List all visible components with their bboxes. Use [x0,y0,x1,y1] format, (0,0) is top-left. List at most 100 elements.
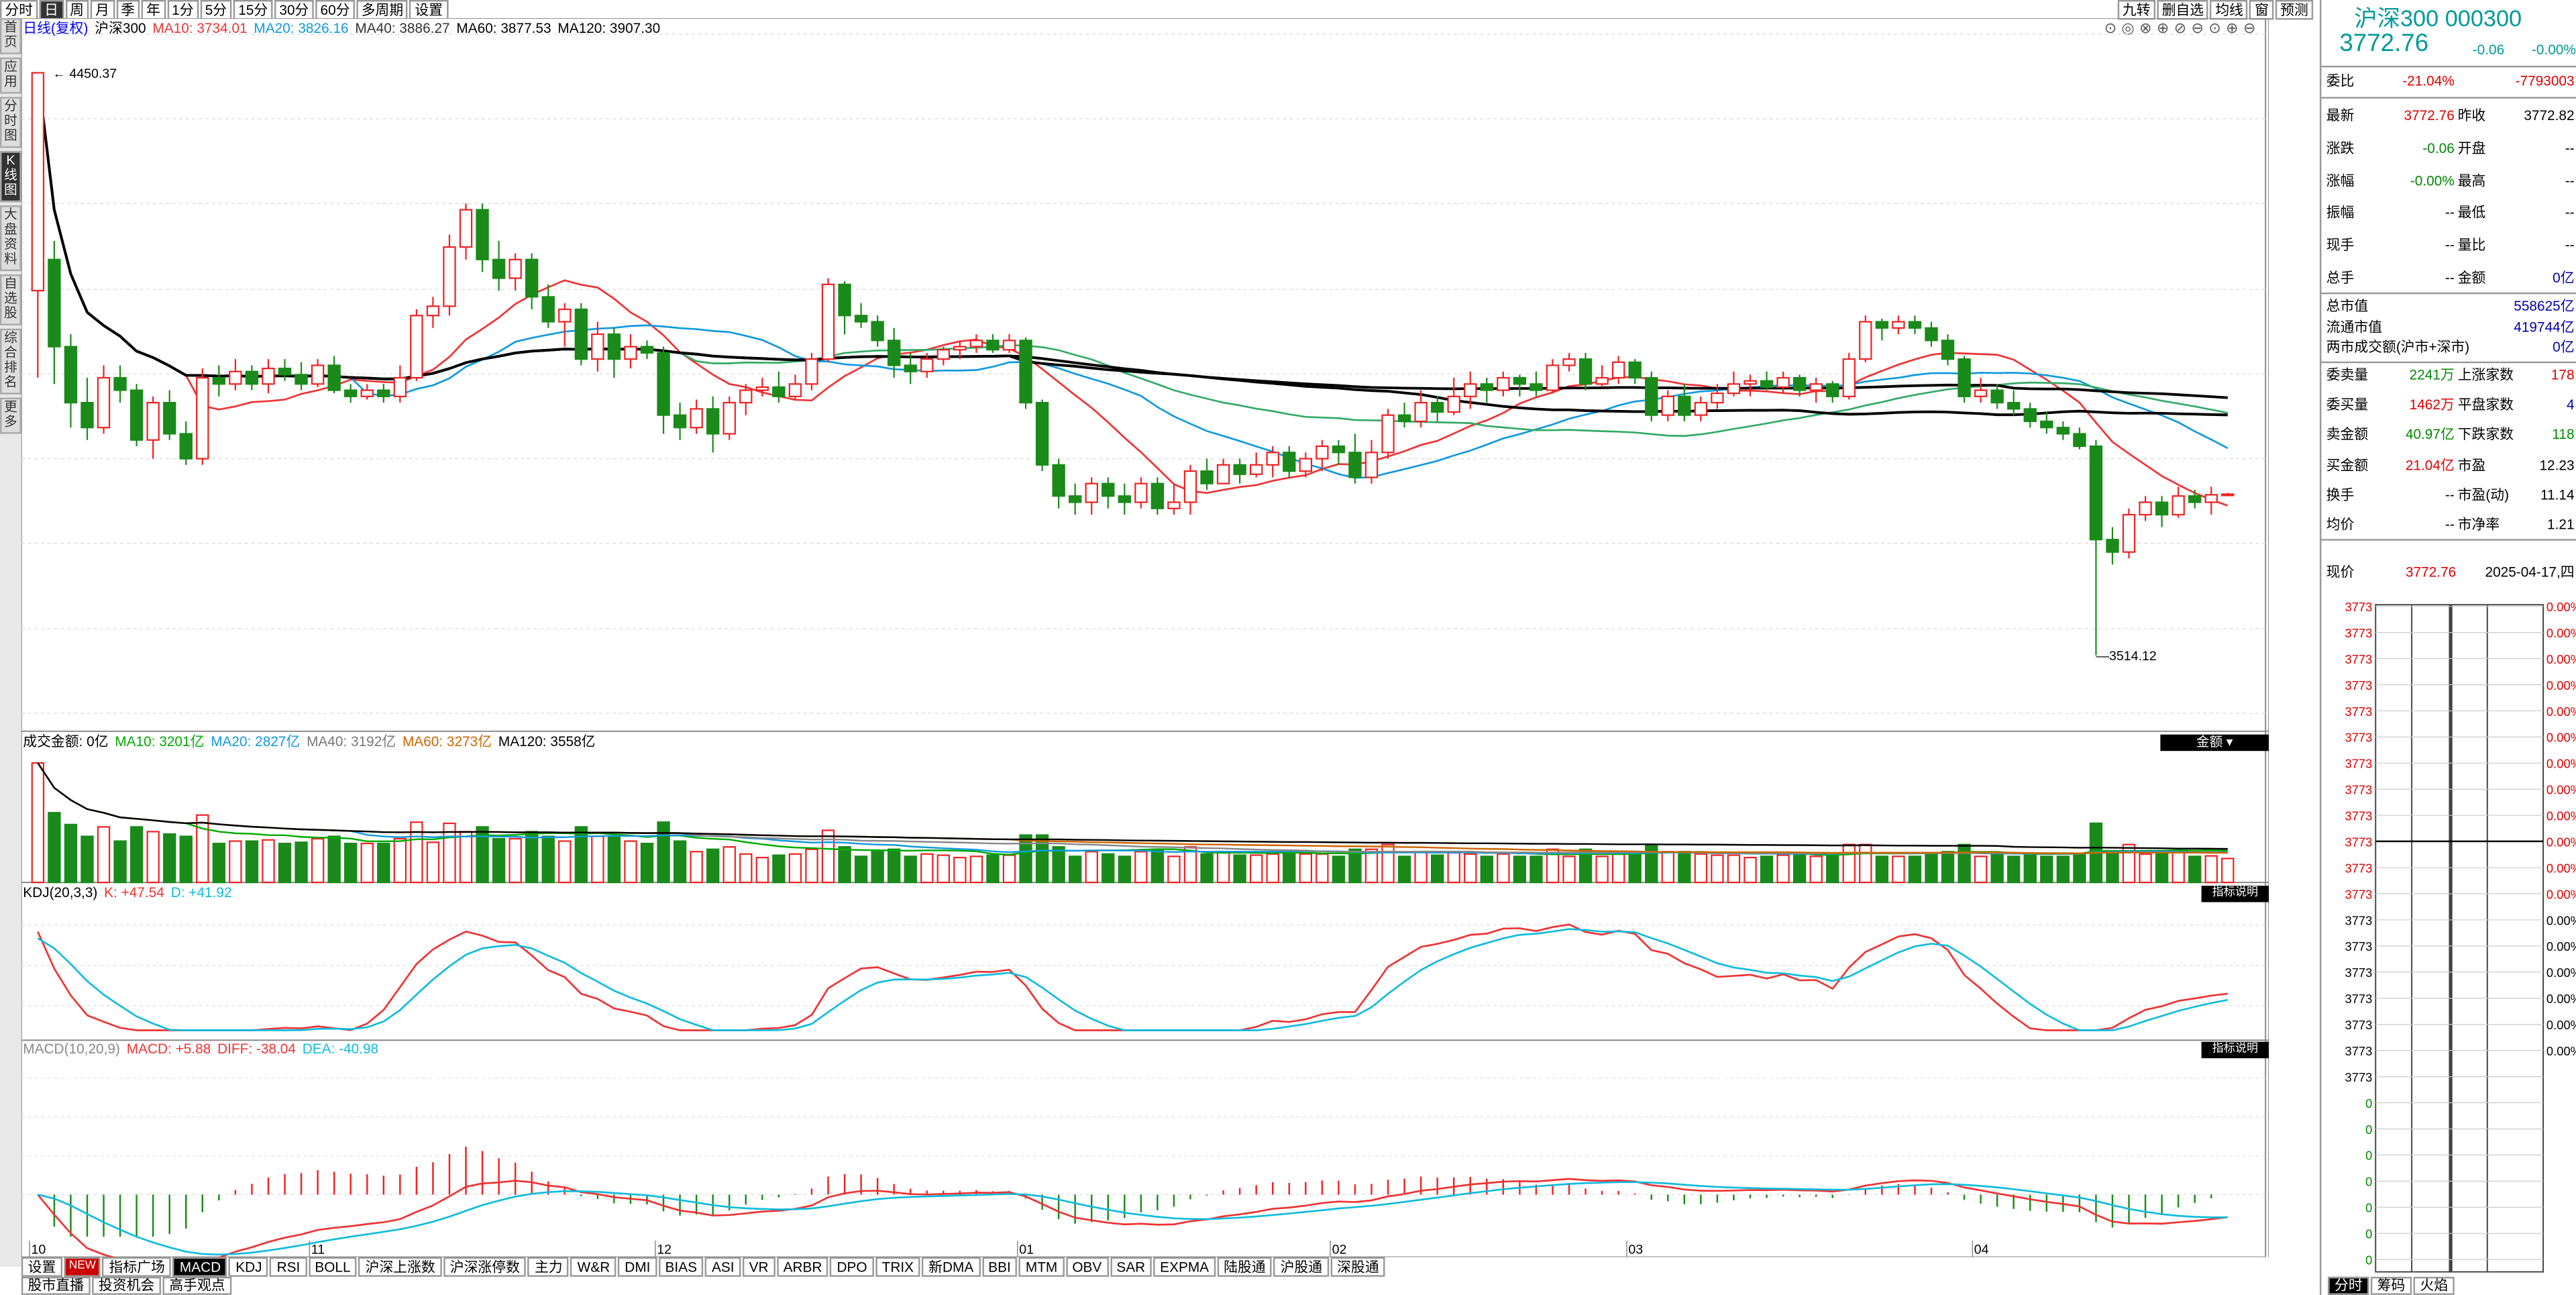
candle[interactable] [788,383,802,397]
indicator-tab-22[interactable]: SAR [1110,1257,1152,1277]
indicator-tab-4[interactable]: KDJ [229,1257,269,1277]
volume-bar[interactable] [838,846,851,884]
volume-bar[interactable] [129,826,144,884]
candle[interactable] [624,346,637,360]
candle[interactable] [1990,389,2004,404]
candle[interactable] [113,376,127,391]
candle[interactable] [1974,389,1988,397]
candle[interactable] [1727,383,1741,395]
candle[interactable] [1529,383,1543,391]
volume-bar[interactable] [1711,854,1724,884]
indicator-tab-23[interactable]: EXPMA [1153,1257,1216,1277]
candle[interactable] [558,308,572,323]
volume-bar[interactable] [80,835,94,884]
side-tab-0[interactable]: 首页 [0,17,21,54]
candle[interactable] [1792,376,1807,391]
candle[interactable] [2073,433,2086,448]
kdj-help-button[interactable]: 指标说明 [2201,886,2269,902]
volume-bar[interactable] [1085,851,1098,884]
candle[interactable] [1233,464,1246,475]
candle[interactable] [212,376,226,385]
period-tab-9[interactable]: 30分 [274,0,314,18]
volume-bar[interactable] [2106,853,2119,884]
candle[interactable] [1859,321,1872,360]
volume-bar[interactable] [887,848,901,884]
candle[interactable] [1480,383,1493,391]
volume-bar[interactable] [2023,853,2037,884]
volume-bar[interactable] [2139,853,2152,884]
candle[interactable] [393,376,407,397]
candle[interactable] [1875,321,1889,329]
volume-bar[interactable] [294,841,308,884]
volume-bar[interactable] [1892,856,1905,884]
candle[interactable] [146,402,160,441]
candle[interactable] [1316,445,1329,460]
candle[interactable] [936,349,951,360]
candle[interactable] [1035,402,1049,466]
candle[interactable] [1348,452,1362,478]
candle[interactable] [129,389,144,441]
volume-bar[interactable] [1414,851,1428,884]
volume-bar[interactable] [262,839,275,884]
candle[interactable] [196,376,209,460]
candle[interactable] [904,364,917,372]
candle[interactable] [1430,402,1444,413]
volume-bar[interactable] [1595,856,1609,884]
volume-bar[interactable] [854,856,868,884]
volume-bar[interactable] [1941,851,1955,884]
candle[interactable] [1085,482,1098,503]
volume-bar[interactable] [739,853,753,884]
candle[interactable] [920,358,934,372]
period-tab-10[interactable]: 60分 [315,0,355,18]
volume-bar[interactable] [179,835,193,884]
volume-type-select[interactable]: 金额 ▾ [2160,734,2269,752]
period-tab-12[interactable]: 设置 [409,0,448,18]
volume-bar[interactable] [1216,851,1230,884]
candle[interactable] [1497,376,1510,391]
indicator-tab-2[interactable]: 指标广场 [102,1257,172,1277]
indicator-tab-26[interactable]: 深股通 [1330,1257,1386,1277]
period-tab-5[interactable]: 年 [141,0,166,18]
candle[interactable] [607,333,621,360]
volume-bar[interactable] [1035,834,1049,884]
volume-bar[interactable] [1661,851,1674,884]
candle[interactable] [953,346,967,351]
candle[interactable] [2007,402,2021,410]
volume-bar[interactable] [1842,843,1856,884]
volume-bar[interactable] [2040,856,2053,884]
candle[interactable] [1776,376,1790,389]
candle[interactable] [739,389,753,404]
volume-bar[interactable] [327,835,341,884]
indicator-tab-11[interactable]: DMI [618,1257,657,1277]
volume-bar[interactable] [1002,854,1016,884]
volume-bar[interactable] [2056,856,2070,884]
candle[interactable] [262,367,275,385]
volume-bar[interactable] [2073,853,2086,884]
side-tab-5[interactable]: 自选股 [0,274,21,325]
side-tab-3[interactable]: K线图 [0,151,21,203]
candle[interactable] [1118,495,1132,503]
candle[interactable] [1464,383,1477,397]
indicator-tab-3[interactable]: MACD [173,1257,227,1277]
candle[interactable] [245,370,259,385]
candle[interactable] [278,367,292,376]
candle[interactable] [1678,395,1691,416]
candle[interactable] [1397,414,1411,423]
indicator-tab-12[interactable]: BIAS [658,1257,704,1277]
volume-bar[interactable] [1183,846,1197,884]
candle[interactable] [1546,364,1560,391]
candle[interactable] [97,376,111,429]
volume-bar[interactable] [871,851,884,884]
volume-bar[interactable] [344,842,358,884]
volume-bar[interactable] [1925,853,1938,884]
volume-bar[interactable] [1628,851,1642,884]
volume-bar[interactable] [1859,843,1872,884]
candle[interactable] [1595,376,1609,385]
indicator-tab-0[interactable]: 设置 [21,1257,63,1277]
volume-bar[interactable] [1562,856,1576,884]
candle[interactable] [163,402,176,435]
candle[interactable] [80,402,94,429]
volume-bar[interactable] [278,842,292,884]
volume-bar[interactable] [1397,856,1411,884]
volume-bar[interactable] [97,826,111,884]
